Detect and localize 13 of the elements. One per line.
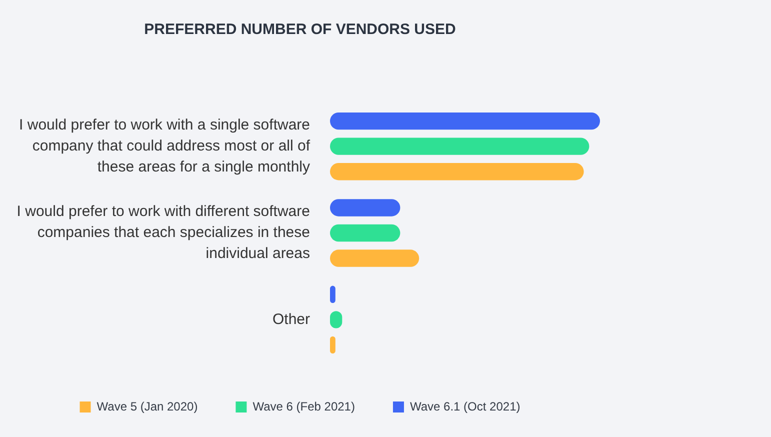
y-tick-label: I would prefer to work with a single software company that could address most or all of these areas for a single monthly	[19, 116, 311, 176]
bar	[330, 163, 584, 180]
chart-title: PREFERRED NUMBER OF VENDORS USED	[144, 21, 456, 38]
legend-label: Wave 5 (Jan 2020)	[96, 399, 198, 414]
legend-label: Wave 6.1 (Oct 2021)	[410, 399, 520, 414]
y-tick-label: Other	[272, 310, 310, 328]
bar	[330, 112, 600, 130]
bar	[330, 138, 590, 155]
y-tick-label: I would prefer to work with different software companies that each specializes in these individual areas	[16, 203, 310, 262]
bar	[330, 250, 420, 267]
bar	[330, 199, 400, 216]
legend-label: Wave 6 (Feb 2021)	[252, 399, 355, 414]
bar	[330, 224, 400, 242]
